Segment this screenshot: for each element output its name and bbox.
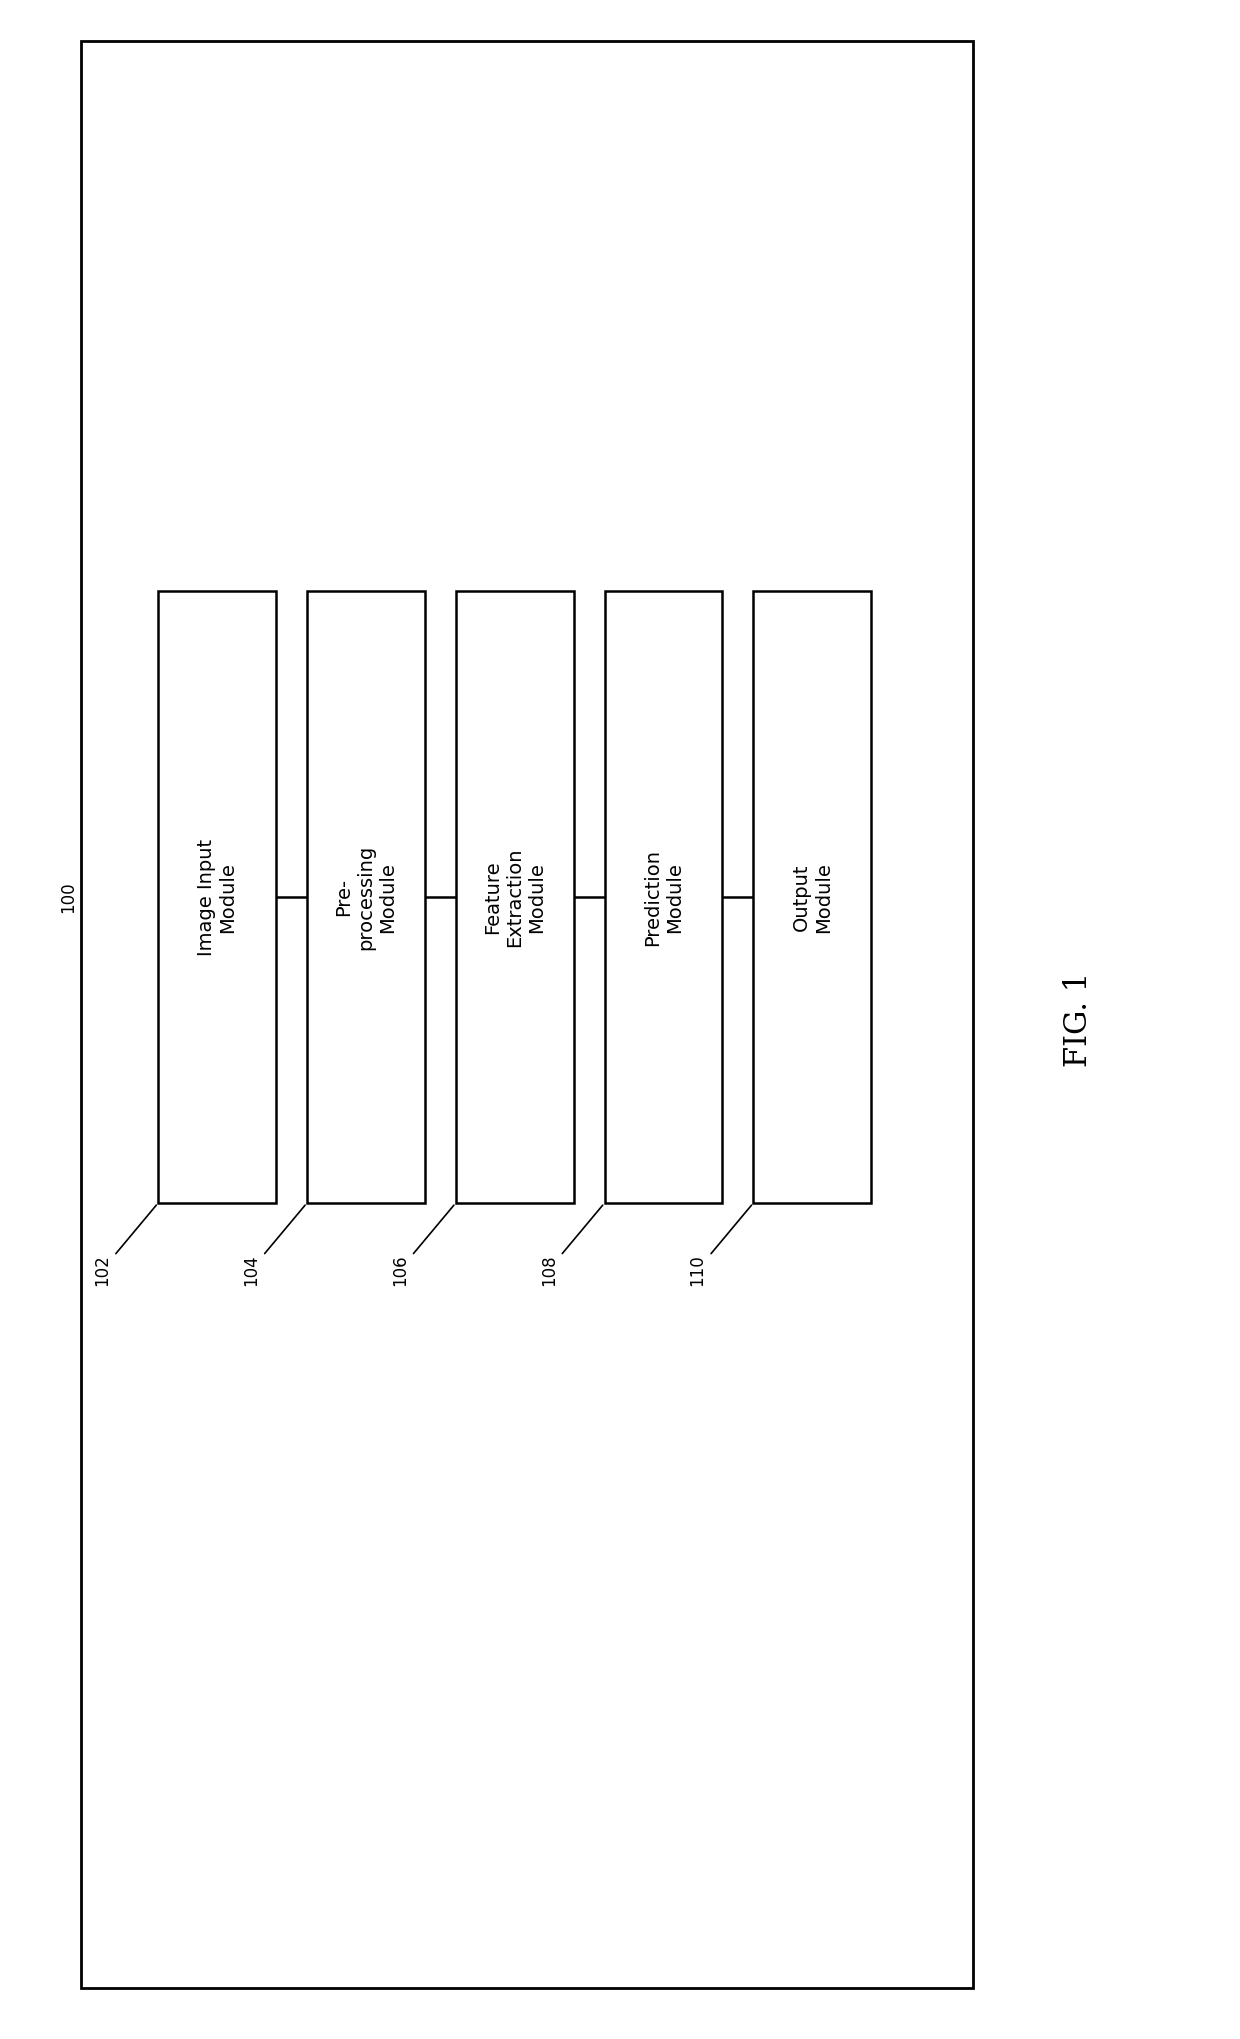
Text: 110: 110 [688, 1205, 751, 1287]
Text: 100: 100 [60, 881, 77, 913]
Bar [456, 591, 573, 1203]
Bar [754, 591, 870, 1203]
Text: FIG. 1: FIG. 1 [1063, 973, 1094, 1066]
Text: Output
Module: Output Module [791, 862, 833, 932]
Bar [81, 41, 973, 1988]
Text: Feature
Extraction
Module: Feature Extraction Module [484, 848, 546, 946]
Text: 108: 108 [539, 1205, 603, 1287]
Text: 104: 104 [242, 1205, 305, 1287]
Text: Image Input
Module: Image Input Module [196, 838, 238, 956]
Bar [159, 591, 275, 1203]
Text: Pre-
processing
Module: Pre- processing Module [335, 844, 397, 950]
Text: 106: 106 [391, 1205, 454, 1287]
Bar [306, 591, 424, 1203]
Text: Prediction
Module: Prediction Module [642, 848, 684, 946]
Bar [605, 591, 722, 1203]
Text: 102: 102 [93, 1205, 156, 1287]
